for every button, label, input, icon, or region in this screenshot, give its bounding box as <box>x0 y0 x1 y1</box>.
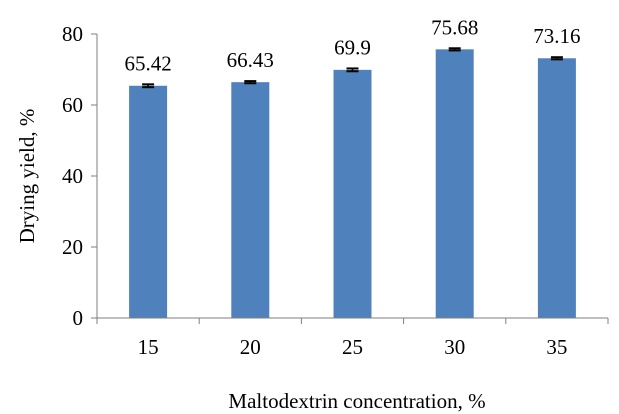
x-tick-label-15: 15 <box>138 335 159 359</box>
bar-25 <box>333 69 372 318</box>
error-bars <box>142 47 563 89</box>
x-tick-label-30: 30 <box>444 335 465 359</box>
x-axis-ticks: 15 20 25 30 35 <box>96 318 609 359</box>
y-tick-label: 60 <box>62 93 83 117</box>
error-bar-15 <box>142 83 155 89</box>
y-tick-label: 40 <box>62 164 83 188</box>
y-axis-title: Drying yield, % <box>15 109 39 244</box>
bar-30 <box>435 49 474 318</box>
y-tick-label: 80 <box>62 22 83 46</box>
y-axis-ticks: 0 20 40 60 80 <box>62 22 97 330</box>
error-bar-20 <box>244 80 257 85</box>
data-label-20: 66.43 <box>227 48 274 72</box>
bar-20 <box>231 82 270 319</box>
data-label-15: 65.42 <box>124 51 171 75</box>
error-bar-30 <box>448 47 461 52</box>
data-label-30: 75.68 <box>431 15 478 39</box>
bar-35 <box>537 58 576 318</box>
error-bar-25 <box>346 67 359 73</box>
y-tick-label: 20 <box>62 235 83 259</box>
data-labels: 65.42 66.43 69.9 75.68 73.16 <box>124 15 580 75</box>
x-tick-label-25: 25 <box>342 335 363 359</box>
x-tick-label-35: 35 <box>546 335 567 359</box>
x-tick-label-20: 20 <box>240 335 261 359</box>
x-axis-title: Maltodextrin concentration, % <box>228 389 485 413</box>
bar-15 <box>129 85 168 318</box>
error-bar-35 <box>550 56 563 61</box>
data-label-35: 73.16 <box>533 24 580 48</box>
bars <box>129 49 576 319</box>
data-label-25: 69.9 <box>334 35 371 59</box>
y-tick-label: 0 <box>73 306 84 330</box>
